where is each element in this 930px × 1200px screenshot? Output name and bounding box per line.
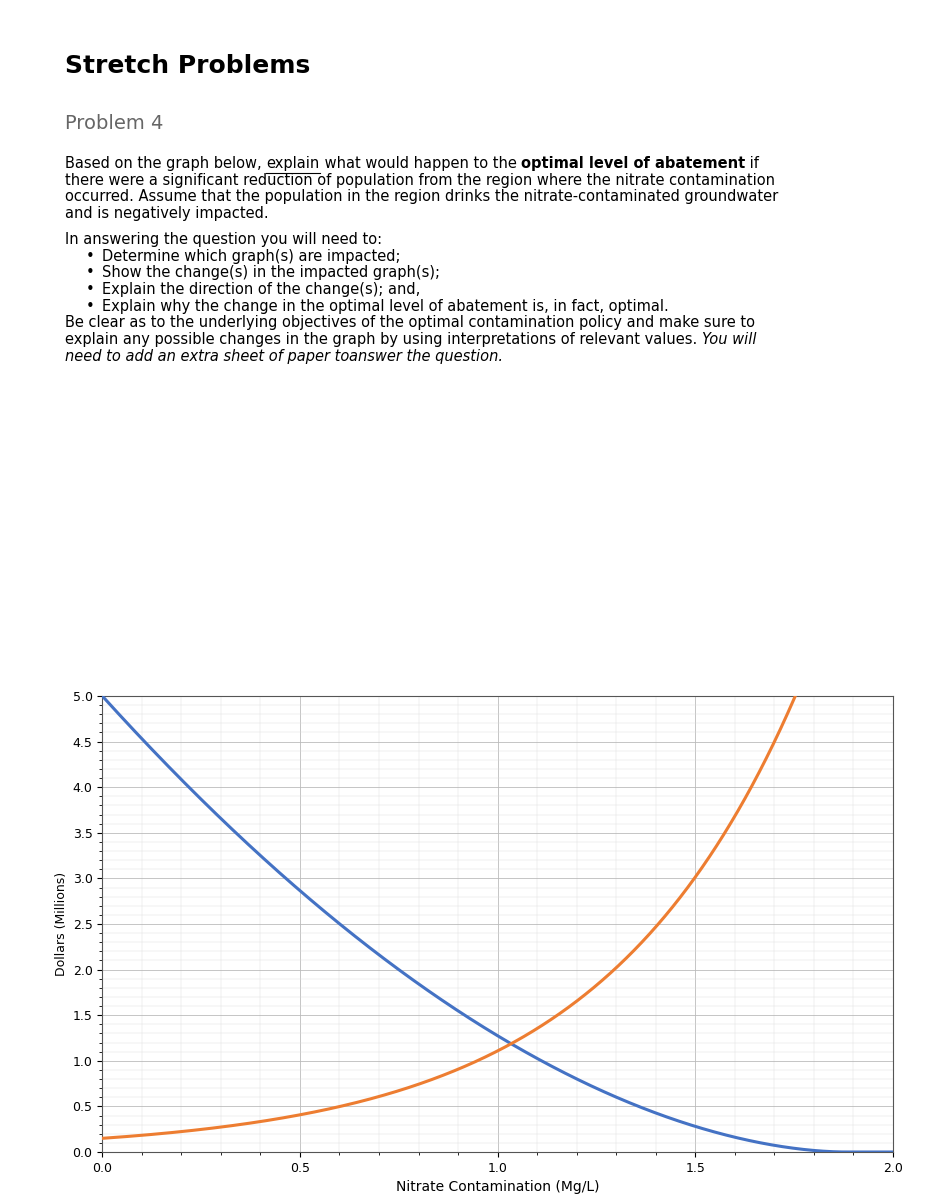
X-axis label: Nitrate Contamination (Mg/L): Nitrate Contamination (Mg/L)	[396, 1181, 599, 1194]
Text: In answering the question you will need to:: In answering the question you will need …	[65, 232, 382, 247]
Text: need to add an extra sheet of paper to: need to add an extra sheet of paper to	[65, 349, 350, 364]
Text: Problem 4: Problem 4	[65, 114, 164, 133]
Text: optimal level of abatement: optimal level of abatement	[521, 156, 745, 170]
Text: Explain the direction of the change(s); and,: Explain the direction of the change(s); …	[102, 282, 420, 298]
Text: explain: explain	[266, 156, 320, 170]
Text: answer the question.: answer the question.	[350, 349, 503, 364]
Text: Based on the graph below,: Based on the graph below,	[65, 156, 266, 170]
Text: Determine which graph(s) are impacted;: Determine which graph(s) are impacted;	[102, 248, 401, 264]
Text: explain any possible changes in the graph by using interpretations of relevant v: explain any possible changes in the grap…	[65, 332, 702, 347]
Y-axis label: Dollars (Millions): Dollars (Millions)	[56, 872, 69, 976]
Text: •: •	[86, 265, 94, 281]
Text: Explain why the change in the optimal level of abatement is, in fact, optimal.: Explain why the change in the optimal le…	[102, 299, 669, 314]
Text: Be clear as to the underlying objectives of the optimal contamination policy and: Be clear as to the underlying objectives…	[65, 316, 755, 330]
Text: occurred. Assume that the population in the region drinks the nitrate-contaminat: occurred. Assume that the population in …	[65, 190, 778, 204]
Text: •: •	[86, 282, 94, 298]
Text: what would happen to the: what would happen to the	[320, 156, 521, 170]
Text: •: •	[86, 299, 94, 314]
Text: there were a significant reduction of population from the region where the nitra: there were a significant reduction of po…	[65, 173, 775, 187]
Text: and is negatively impacted.: and is negatively impacted.	[65, 206, 269, 221]
Text: •: •	[86, 248, 94, 264]
Text: You will: You will	[702, 332, 756, 347]
Text: Stretch Problems: Stretch Problems	[65, 54, 311, 78]
Text: Show the change(s) in the impacted graph(s);: Show the change(s) in the impacted graph…	[102, 265, 440, 281]
Text: if: if	[745, 156, 759, 170]
